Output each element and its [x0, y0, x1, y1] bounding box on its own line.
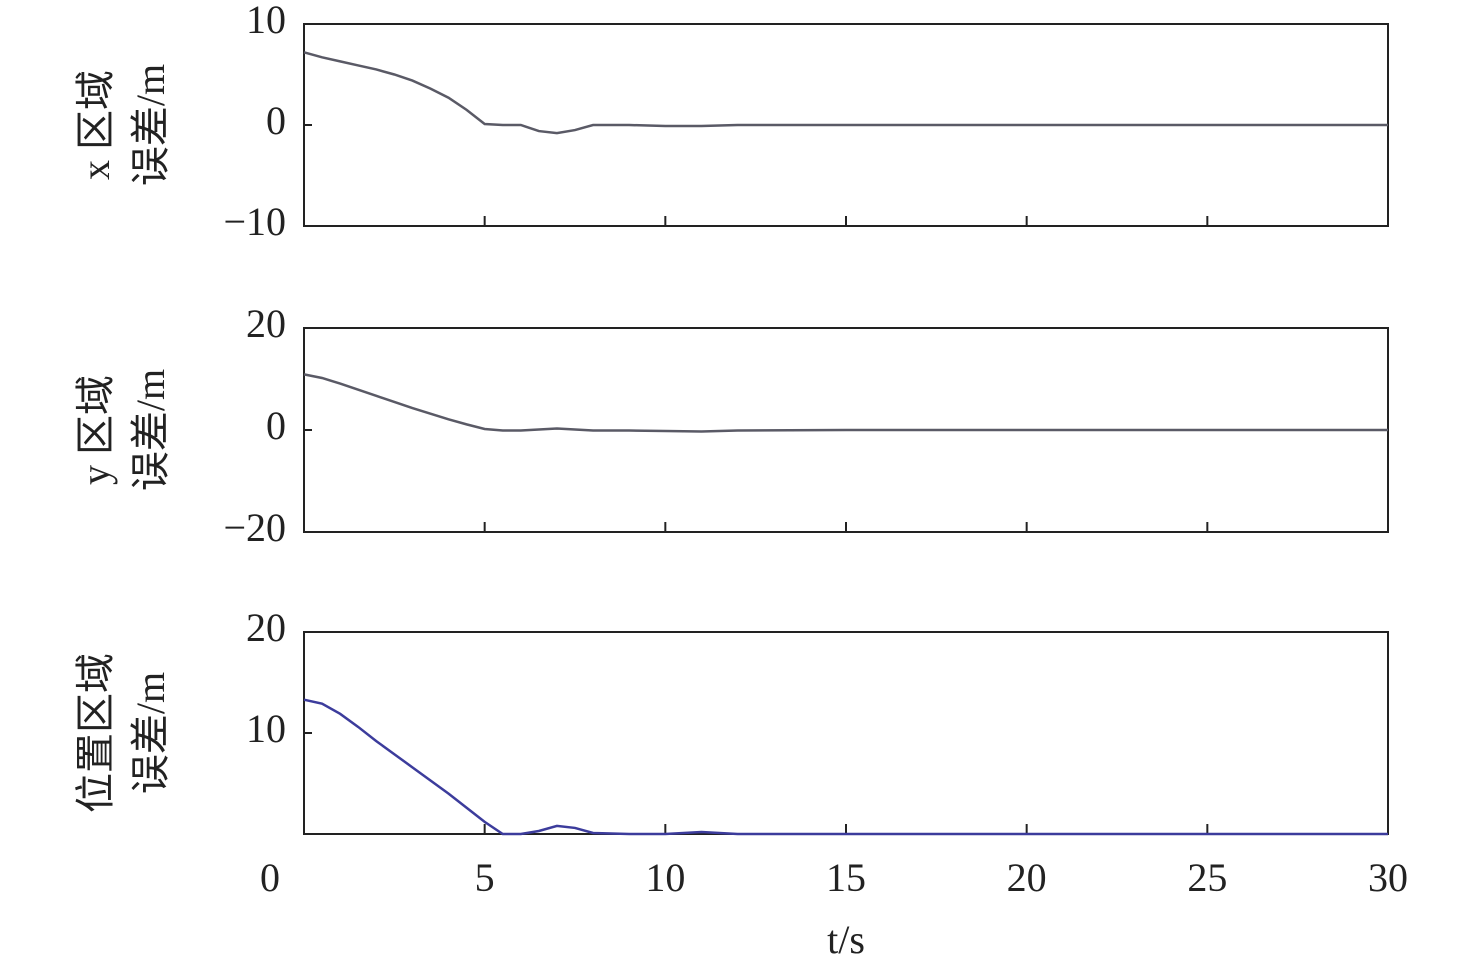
y-axis-label: x 区域	[73, 70, 118, 180]
y-tick-label: 0	[266, 403, 286, 448]
y-axis-label: 误差/m	[128, 369, 173, 491]
data-line	[303, 373, 1388, 433]
y-tick-label: 10	[246, 706, 286, 751]
y-tick-label: 20	[246, 605, 286, 650]
x-tick-label: 25	[1187, 855, 1227, 900]
x-tick-label: 30	[1368, 855, 1408, 900]
x-axis-label: t/s	[827, 917, 865, 962]
x-tick-label: 0	[260, 855, 280, 900]
x-tick-label: 10	[645, 855, 685, 900]
plot-frame	[303, 631, 1389, 835]
y-tick-label: −10	[223, 199, 286, 244]
y-axis-label: y 区域	[73, 375, 118, 485]
x-tick-label: 5	[475, 855, 495, 900]
y-tick-label: −20	[223, 505, 286, 550]
x-tick-label: 15	[826, 855, 866, 900]
data-line	[303, 698, 1388, 836]
data-line	[303, 51, 1388, 135]
y-axis-label: 误差/m	[128, 672, 173, 794]
y-tick-label: 10	[246, 0, 286, 42]
y-axis-label: 误差/m	[128, 64, 173, 186]
y-tick-label: 20	[246, 301, 286, 346]
x-tick-label: 20	[1007, 855, 1047, 900]
y-axis-label: 位置区域	[73, 653, 118, 813]
y-tick-label: 0	[266, 98, 286, 143]
